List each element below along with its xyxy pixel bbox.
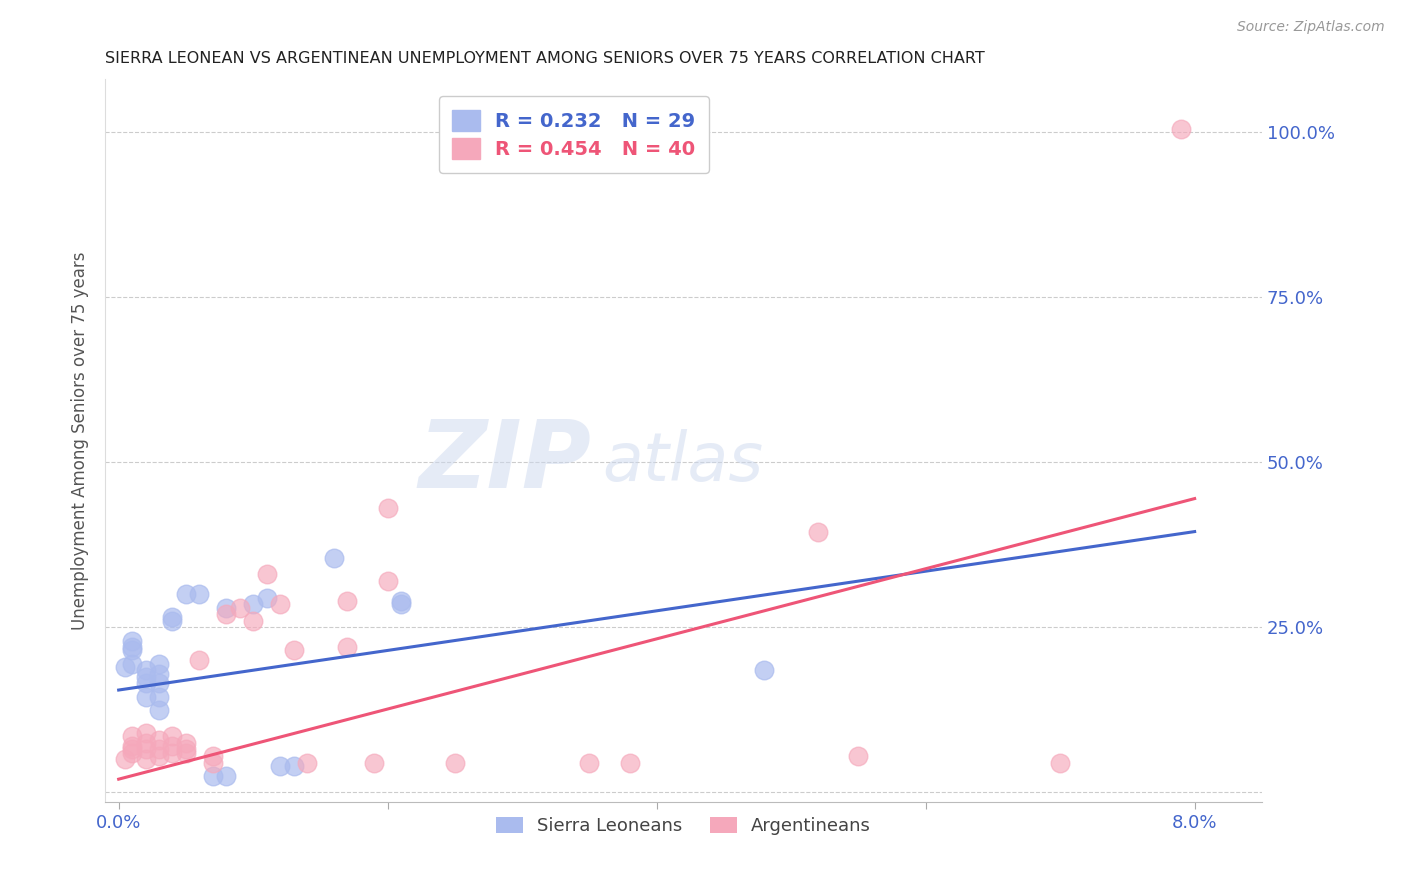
Point (269, 759, 291, 773)
Text: ZIP: ZIP (418, 417, 591, 508)
Point (215, 769, 238, 783)
Point (242, 597, 264, 611)
Point (121, 640, 143, 654)
Point (295, 756, 318, 770)
Point (162, 729, 184, 743)
Text: atlas: atlas (603, 429, 763, 495)
Text: SIERRA LEONEAN VS ARGENTINEAN UNEMPLOYMENT AMONG SENIORS OVER 75 YEARS CORRELATI: SIERRA LEONEAN VS ARGENTINEAN UNEMPLOYME… (105, 51, 986, 66)
Point (121, 739, 143, 753)
Point (848, 749, 870, 764)
Point (121, 643, 143, 657)
Point (201, 769, 224, 783)
Point (336, 594, 359, 608)
Point (162, 746, 184, 760)
Point (135, 726, 157, 740)
Point (283, 643, 305, 657)
Y-axis label: Unemployment Among Seniors over 75 years: Unemployment Among Seniors over 75 years (72, 252, 89, 630)
Point (135, 690, 157, 704)
Point (269, 597, 291, 611)
Point (174, 587, 197, 601)
Point (174, 746, 197, 760)
Point (148, 703, 170, 717)
Point (135, 742, 157, 756)
Point (114, 660, 136, 674)
Point (121, 742, 143, 756)
Point (283, 759, 305, 773)
Point (619, 756, 641, 770)
Point (256, 567, 278, 582)
Point (377, 501, 399, 516)
Text: Source: ZipAtlas.com: Source: ZipAtlas.com (1237, 20, 1385, 34)
Point (162, 614, 184, 628)
Point (114, 752, 136, 766)
Point (215, 607, 238, 621)
Point (377, 574, 399, 588)
Point (201, 749, 224, 764)
Point (174, 736, 197, 750)
Point (389, 597, 412, 611)
Point (201, 756, 224, 770)
Point (121, 746, 143, 760)
Point (363, 756, 385, 770)
Point (242, 614, 264, 628)
Point (1049, 756, 1071, 770)
Point (148, 657, 170, 671)
Point (578, 756, 600, 770)
Point (389, 594, 412, 608)
Point (148, 666, 170, 681)
Point (1170, 121, 1192, 136)
Point (135, 676, 157, 690)
Point (336, 640, 359, 654)
Point (135, 663, 157, 677)
Point (121, 657, 143, 671)
Point (174, 742, 197, 756)
Point (148, 676, 170, 690)
Point (188, 587, 211, 601)
Point (256, 591, 278, 605)
Point (148, 749, 170, 764)
Point (135, 670, 157, 684)
Point (121, 633, 143, 648)
Legend: Sierra Leoneans, Argentineans: Sierra Leoneans, Argentineans (486, 807, 880, 844)
Point (754, 663, 776, 677)
Point (162, 739, 184, 753)
Point (148, 742, 170, 756)
Point (148, 690, 170, 704)
Point (807, 524, 830, 539)
Point (121, 729, 143, 743)
Point (215, 600, 238, 615)
Point (148, 732, 170, 747)
Point (188, 653, 211, 667)
Point (135, 736, 157, 750)
Point (135, 752, 157, 766)
Point (228, 600, 250, 615)
Point (444, 756, 467, 770)
Point (162, 610, 184, 624)
Point (322, 551, 344, 566)
